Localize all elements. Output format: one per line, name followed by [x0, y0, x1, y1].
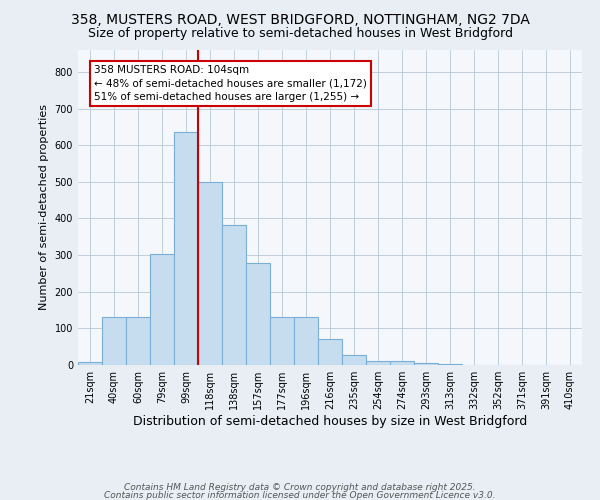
X-axis label: Distribution of semi-detached houses by size in West Bridgford: Distribution of semi-detached houses by …	[133, 415, 527, 428]
Bar	[294, 316, 318, 365]
Bar	[414, 363, 438, 365]
Bar	[438, 364, 462, 365]
Y-axis label: Number of semi-detached properties: Number of semi-detached properties	[39, 104, 49, 310]
Text: Size of property relative to semi-detached houses in West Bridgford: Size of property relative to semi-detach…	[88, 28, 512, 40]
Bar	[198, 182, 222, 365]
Bar	[78, 362, 102, 365]
Bar	[150, 254, 174, 365]
Text: 358, MUSTERS ROAD, WEST BRIDGFORD, NOTTINGHAM, NG2 7DA: 358, MUSTERS ROAD, WEST BRIDGFORD, NOTTI…	[71, 12, 529, 26]
Bar	[342, 355, 366, 365]
Bar	[222, 224, 246, 365]
Text: Contains HM Land Registry data © Crown copyright and database right 2025.: Contains HM Land Registry data © Crown c…	[124, 482, 476, 492]
Bar	[390, 362, 414, 365]
Bar	[318, 338, 342, 365]
Bar	[270, 316, 294, 365]
Text: 358 MUSTERS ROAD: 104sqm
← 48% of semi-detached houses are smaller (1,172)
51% o: 358 MUSTERS ROAD: 104sqm ← 48% of semi-d…	[94, 66, 367, 102]
Bar	[366, 360, 390, 365]
Bar	[246, 263, 270, 365]
Bar	[102, 318, 126, 365]
Bar	[174, 132, 198, 365]
Bar	[126, 318, 150, 365]
Text: Contains public sector information licensed under the Open Government Licence v3: Contains public sector information licen…	[104, 491, 496, 500]
